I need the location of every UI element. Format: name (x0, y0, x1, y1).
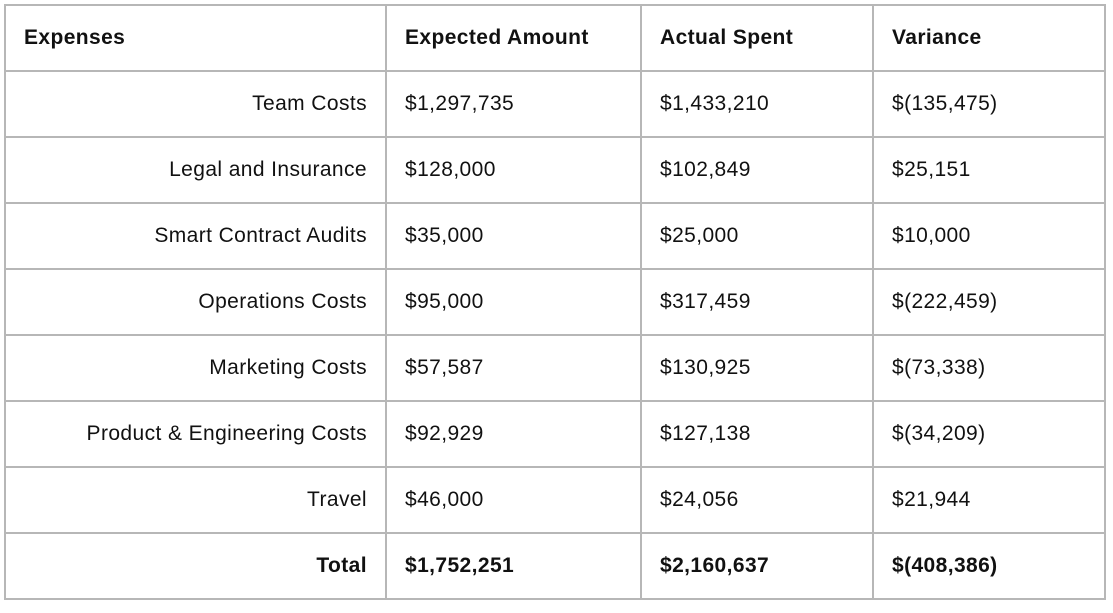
expense-label: Marketing Costs (4, 334, 387, 402)
expected-amount-cell: $46,000 (385, 466, 642, 534)
header-expenses: Expenses (4, 4, 387, 72)
table-row: Legal and Insurance $128,000 $102,849 $2… (4, 136, 1106, 204)
variance-cell: $(34,209) (872, 400, 1106, 468)
actual-spent-cell: $317,459 (640, 268, 874, 336)
total-row: Total $1,752,251 $2,160,637 $(408,386) (4, 532, 1106, 600)
table-row: Travel $46,000 $24,056 $21,944 (4, 466, 1106, 534)
header-actual-spent: Actual Spent (640, 4, 874, 72)
total-expected-amount: $1,752,251 (385, 532, 642, 600)
total-variance: $(408,386) (872, 532, 1106, 600)
expense-table-container: Expenses Expected Amount Actual Spent Va… (4, 4, 1106, 600)
header-row: Expenses Expected Amount Actual Spent Va… (4, 4, 1106, 72)
actual-spent-cell: $1,433,210 (640, 70, 874, 138)
expense-label: Legal and Insurance (4, 136, 387, 204)
table-row: Team Costs $1,297,735 $1,433,210 $(135,4… (4, 70, 1106, 138)
expense-label: Team Costs (4, 70, 387, 138)
expense-label: Travel (4, 466, 387, 534)
expected-amount-cell: $92,929 (385, 400, 642, 468)
variance-cell: $(222,459) (872, 268, 1106, 336)
variance-cell: $25,151 (872, 136, 1106, 204)
actual-spent-cell: $102,849 (640, 136, 874, 204)
actual-spent-cell: $127,138 (640, 400, 874, 468)
expense-label: Smart Contract Audits (4, 202, 387, 270)
total-label: Total (4, 532, 387, 600)
variance-cell: $(73,338) (872, 334, 1106, 402)
variance-cell: $(135,475) (872, 70, 1106, 138)
expected-amount-cell: $35,000 (385, 202, 642, 270)
table-row: Smart Contract Audits $35,000 $25,000 $1… (4, 202, 1106, 270)
variance-cell: $21,944 (872, 466, 1106, 534)
expected-amount-cell: $95,000 (385, 268, 642, 336)
table-row: Marketing Costs $57,587 $130,925 $(73,33… (4, 334, 1106, 402)
header-variance: Variance (872, 4, 1106, 72)
table-row: Product & Engineering Costs $92,929 $127… (4, 400, 1106, 468)
table-row: Operations Costs $95,000 $317,459 $(222,… (4, 268, 1106, 336)
expense-label: Operations Costs (4, 268, 387, 336)
expected-amount-cell: $128,000 (385, 136, 642, 204)
expense-label: Product & Engineering Costs (4, 400, 387, 468)
actual-spent-cell: $130,925 (640, 334, 874, 402)
expected-amount-cell: $57,587 (385, 334, 642, 402)
total-actual-spent: $2,160,637 (640, 532, 874, 600)
actual-spent-cell: $24,056 (640, 466, 874, 534)
actual-spent-cell: $25,000 (640, 202, 874, 270)
header-expected-amount: Expected Amount (385, 4, 642, 72)
variance-cell: $10,000 (872, 202, 1106, 270)
expense-table: Expenses Expected Amount Actual Spent Va… (4, 4, 1106, 600)
expected-amount-cell: $1,297,735 (385, 70, 642, 138)
